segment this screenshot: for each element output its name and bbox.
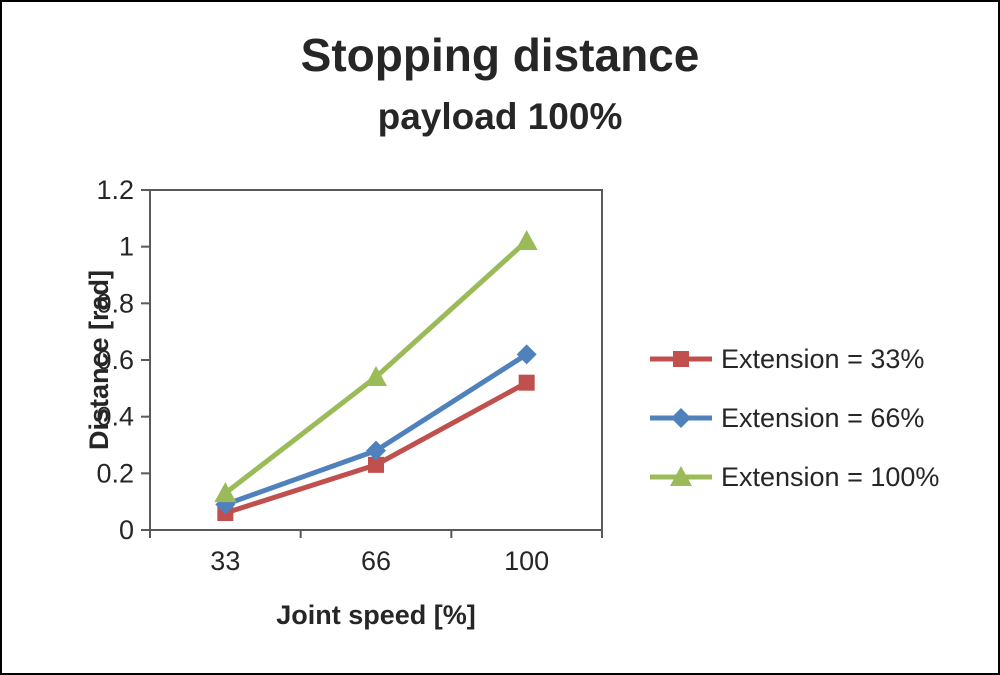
- chart-subtitle: payload 100%: [377, 96, 623, 137]
- legend-sample-svg: [650, 351, 712, 367]
- x-axis-title: Joint speed [%]: [276, 600, 476, 630]
- y-tick-label: 0.4: [96, 402, 134, 432]
- y-tick-label: 0: [119, 515, 134, 545]
- y-tick-label: 0.6: [96, 345, 134, 375]
- legend-label-extension-100: Extension = 100%: [721, 461, 940, 492]
- plot-border: [149, 189, 603, 531]
- y-axis-title: Distance [rad]: [84, 270, 114, 450]
- y-tick-label: 0.8: [96, 288, 134, 318]
- chart-legend: Extension = 33% Extension = 66% Extensio…: [650, 342, 939, 519]
- legend-square-marker-icon: [650, 344, 712, 374]
- x-tick-label: 66: [361, 546, 391, 576]
- legend-diamond-marker-icon: [650, 403, 712, 433]
- diamond-marker-icon: [366, 440, 386, 461]
- triangle-marker-icon: [214, 482, 237, 503]
- diamond-marker-icon: [671, 408, 691, 428]
- legend-item-extension-33: Extension = 33%: [650, 342, 939, 376]
- legend-triangle-marker-icon: [650, 462, 712, 492]
- legend-label-extension-66: Extension = 66%: [721, 402, 925, 433]
- diamond-marker-icon: [516, 344, 537, 365]
- legend-sample-svg: [650, 408, 712, 428]
- triangle-marker-icon: [515, 230, 538, 250]
- square-marker-icon: [518, 374, 535, 391]
- square-marker-icon: [368, 456, 384, 473]
- legend-item-extension-66: Extension = 66%: [650, 401, 939, 435]
- x-tick-label: 100: [504, 546, 549, 576]
- y-tick-label: 0.2: [96, 458, 134, 488]
- y-tick-label: 1: [119, 232, 134, 262]
- legend-label-extension-33: Extension = 33%: [721, 343, 925, 374]
- y-tick-label: 1.2: [96, 175, 134, 205]
- legend-item-extension-100: Extension = 100%: [650, 460, 939, 494]
- legend-sample-svg: [650, 466, 712, 486]
- square-marker-icon: [673, 351, 689, 367]
- triangle-marker-icon: [365, 366, 387, 386]
- triangle-marker-icon: [670, 466, 692, 486]
- x-tick-label: 33: [210, 546, 240, 576]
- chart-title: Stopping distance: [300, 29, 700, 81]
